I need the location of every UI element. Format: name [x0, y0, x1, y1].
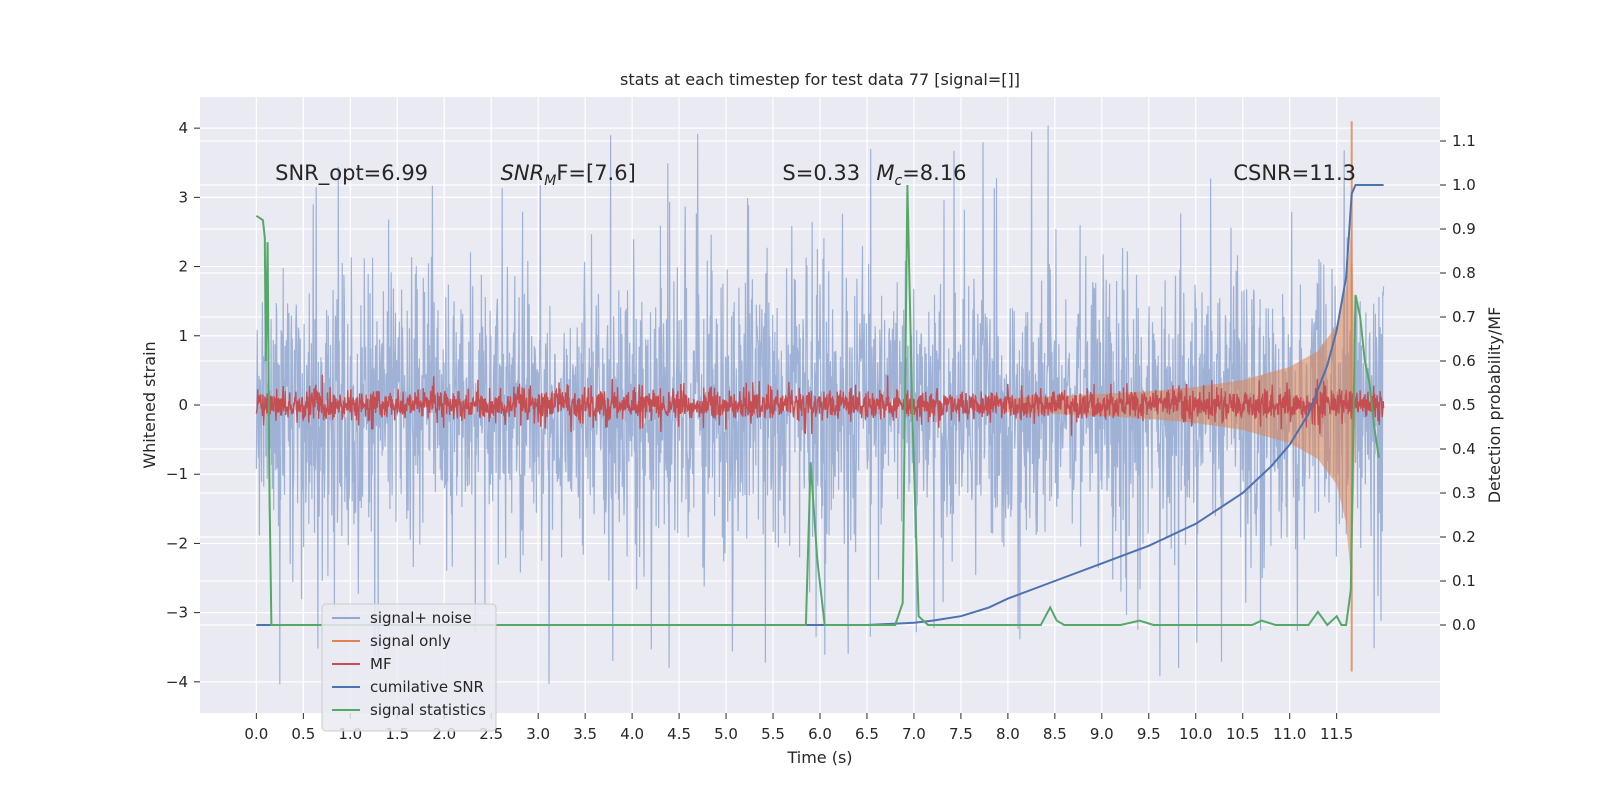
y-tick-label-left: −3 [166, 604, 188, 622]
x-tick-label: 11.5 [1320, 725, 1353, 743]
x-tick-label: 9.0 [1090, 725, 1114, 743]
axes: 0.0 0.5 1.0 1.5 2.0 2.5 3.0 3.5 4.0 4.5 5.0 5.5 6.0 6… [166, 119, 1476, 743]
y-axis-label-right: Detection probability/MF [1485, 307, 1504, 504]
y-tick-label-left: −2 [166, 534, 188, 552]
legend-box [321, 603, 497, 732]
x-tick-label: 0.5 [291, 725, 315, 743]
x-axis-label: Time (s) [786, 748, 852, 767]
x-tick-label: 6.5 [855, 725, 879, 743]
y-tick-label-left: −1 [166, 465, 188, 483]
x-tick-label: 8.0 [996, 725, 1020, 743]
y-tick-label-right: 0.1 [1452, 572, 1476, 590]
x-tick-label: 9.5 [1137, 725, 1161, 743]
series-3-line [256, 184, 1384, 626]
annotation-2: S=0.33 [782, 161, 860, 185]
legend-label: cumilative SNR [370, 678, 484, 696]
y-tick-label-left: −4 [166, 673, 188, 691]
y-tick-label-left: 3 [178, 188, 188, 206]
x-tick-label: 10.5 [1226, 725, 1259, 743]
series-2-line [255, 374, 1385, 436]
y-tick-label-left: 1 [178, 327, 188, 345]
y-tick-label-right: 0.9 [1452, 220, 1476, 238]
x-tick-label: 7.5 [949, 725, 973, 743]
y-tick-label-left: 2 [178, 258, 188, 276]
y-tick-label-right: 0.3 [1452, 484, 1476, 502]
annotation-4: CSNR=11.3 [1233, 161, 1356, 185]
chart-title: stats at each timestep for test data 77 … [620, 70, 1020, 89]
x-tick-label: 6.0 [808, 725, 832, 743]
x-tick-label: 4.5 [667, 725, 691, 743]
y-axis-label-left: Whitened strain [140, 341, 159, 468]
legend-label: MF [370, 655, 392, 673]
x-tick-label: 5.0 [714, 725, 738, 743]
annotation-3: Mc=8.16 [876, 161, 966, 189]
y-tick-label-right: 0.8 [1452, 264, 1476, 282]
series-layer [255, 121, 1385, 685]
x-tick-label: 8.5 [1043, 725, 1067, 743]
y-tick-label-right: 0.2 [1452, 528, 1476, 546]
annotation-1: SNRMF=[7.6] [501, 161, 636, 189]
x-tick-label: 3.0 [526, 725, 550, 743]
y-tick-label-right: 1.0 [1452, 176, 1476, 194]
y-tick-label-right: 0.7 [1452, 308, 1476, 326]
y-tick-label-right: 1.1 [1452, 132, 1476, 150]
y-tick-label-right: 0.0 [1452, 616, 1476, 634]
x-tick-label: 0.0 [244, 725, 268, 743]
legend-label: signal statistics [370, 701, 486, 719]
y-tick-label-left: 4 [178, 119, 188, 137]
x-tick-label: 10.0 [1179, 725, 1212, 743]
x-tick-label: 5.5 [761, 725, 785, 743]
y-tick-label-right: 0.4 [1452, 440, 1476, 458]
series-4-line [255, 184, 1380, 627]
x-tick-label: 4.0 [620, 725, 644, 743]
legend-label: signal only [370, 632, 451, 650]
y-tick-label-left: 0 [178, 396, 188, 414]
annotation-0: SNR_opt=6.99 [275, 161, 428, 186]
annotations: SNR_opt=6.99 SNRMF=[7.6] S=0.33 Mc=8.16 CSNR… [275, 161, 1356, 189]
x-tick-label: 7.0 [902, 725, 926, 743]
legend-label: signal+ noise [370, 609, 472, 627]
x-tick-label: 11.0 [1273, 725, 1306, 743]
legend: signal+ noise signal only MF cumilative SNR… [321, 603, 497, 732]
y-tick-label-right: 0.6 [1452, 352, 1476, 370]
x-tick-label: 3.5 [573, 725, 597, 743]
y-tick-label-right: 0.5 [1452, 396, 1476, 414]
